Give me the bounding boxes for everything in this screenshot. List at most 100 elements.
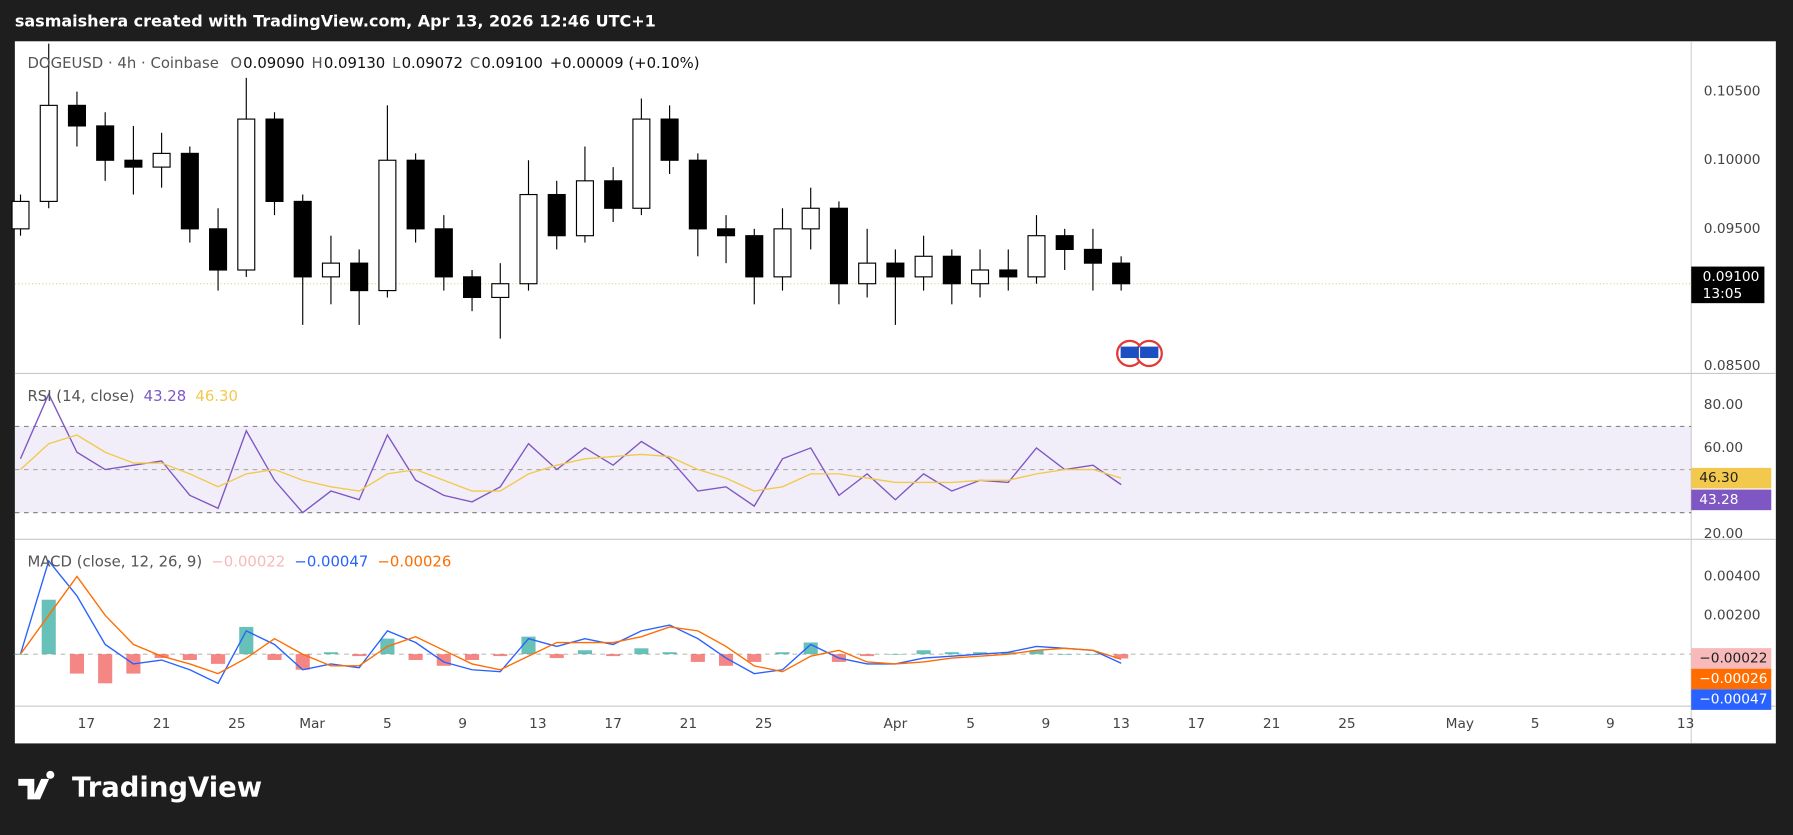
histogram-bar — [436, 654, 451, 666]
candle-body — [67, 104, 86, 127]
candle-body — [321, 262, 340, 278]
rsi-axis-label: 43.28 — [1699, 492, 1738, 508]
histogram-bar — [1057, 654, 1072, 655]
ohlc-key: L — [392, 54, 401, 72]
histogram-bar — [13, 654, 28, 655]
candle-body — [209, 228, 228, 271]
x-tick-label: 5 — [383, 716, 392, 732]
candle-body — [660, 118, 679, 161]
candle-body — [434, 228, 453, 278]
y-tick-label: 0.00400 — [1704, 568, 1761, 584]
candle-body — [378, 159, 397, 292]
flag — [1140, 346, 1159, 359]
histogram-bar — [549, 654, 564, 659]
x-tick-label: 21 — [680, 716, 697, 732]
countdown: 13:05 — [1703, 286, 1743, 302]
y-tick-label: 0.00200 — [1704, 607, 1761, 623]
candle-body — [999, 269, 1018, 278]
event-icons[interactable] — [1116, 339, 1163, 368]
histogram-bar — [577, 650, 592, 655]
x-tick-label: 21 — [1263, 716, 1280, 732]
histogram-bar — [323, 652, 339, 655]
y-tick-label: 80.00 — [1704, 397, 1743, 413]
x-tick-label: 25 — [228, 716, 245, 732]
histogram-bar — [465, 654, 480, 660]
candle-body — [1055, 235, 1074, 250]
y-tick-label: 20.00 — [1704, 526, 1743, 542]
x-tick-label: 13 — [1677, 716, 1694, 732]
ohlc-value: 0.09090 — [243, 54, 304, 72]
histogram-bar — [211, 654, 226, 664]
macd-axis-label: −0.00022 — [1699, 650, 1767, 666]
y-tick-label: 0.10500 — [1704, 84, 1761, 100]
candle-body — [773, 228, 792, 278]
x-tick-label: 5 — [1531, 716, 1540, 732]
histogram-bar — [1085, 654, 1100, 655]
histogram-bar — [352, 654, 367, 657]
candle-body — [491, 283, 510, 299]
candle-body — [858, 262, 877, 285]
histogram-bar — [267, 654, 282, 660]
rsi-band — [14, 426, 1692, 513]
rsi-line — [20, 434, 1122, 492]
x-tick-label: 13 — [1112, 716, 1129, 732]
ohlc-value: 0.09130 — [324, 54, 385, 72]
x-tick-label: Mar — [299, 716, 325, 732]
candle-body — [293, 200, 312, 278]
indicator-title: MACD (close, 12, 26, 9) — [27, 553, 202, 571]
histogram-bar — [98, 654, 113, 684]
x-tick-label: 25 — [755, 716, 772, 732]
candle-body — [632, 118, 651, 209]
y-tick-label: 0.08500 — [1704, 358, 1761, 374]
x-tick-label: 17 — [78, 716, 95, 732]
histogram-bar — [972, 652, 988, 655]
histogram-bar — [1029, 650, 1044, 655]
legend-value: −0.00047 — [294, 553, 368, 571]
histogram-bar — [521, 636, 536, 655]
macd-axis-label: −0.00026 — [1699, 671, 1767, 687]
candle-body — [11, 200, 30, 230]
indicator-title: RSI (14, close) — [27, 387, 134, 405]
histogram-bar — [888, 654, 903, 655]
macd-axis-label: −0.00047 — [1699, 692, 1767, 708]
histogram-bar — [41, 599, 56, 655]
histogram-bar — [69, 654, 85, 674]
macd-axis-label-bg — [1691, 648, 1772, 669]
histogram-bar — [718, 654, 734, 666]
candle-body — [1112, 262, 1131, 285]
histogram-bar — [1114, 654, 1129, 659]
change: +0.00009 (+0.10%) — [550, 54, 700, 72]
candle-body — [801, 207, 820, 230]
price-label: 0.09100 — [1703, 269, 1760, 285]
histogram-bar — [860, 654, 875, 657]
legend-value: 43.28 — [144, 387, 187, 405]
candle-body — [124, 159, 143, 168]
candle-body — [829, 207, 848, 285]
candle-body — [547, 193, 566, 237]
brand-logo — [18, 770, 55, 800]
x-tick-label: 13 — [529, 716, 546, 732]
histogram-bar — [803, 642, 818, 655]
candle-body — [717, 228, 736, 237]
legend-value: −0.00022 — [211, 553, 285, 571]
caption: sasmaishera created with TradingView.com… — [15, 11, 656, 30]
x-tick-label: 5 — [966, 716, 975, 732]
chart-area — [14, 41, 1776, 744]
x-tick-label: 17 — [1188, 716, 1205, 732]
y-tick-label: 0.09500 — [1704, 221, 1761, 237]
rsi-axis-label-bg — [1691, 489, 1772, 511]
rsi-axis-label-bg — [1691, 467, 1772, 489]
histogram-bar — [239, 626, 254, 655]
legend-value: −0.00026 — [377, 553, 451, 571]
histogram-bar — [634, 648, 649, 655]
y-tick-label: 0.10000 — [1704, 152, 1761, 168]
x-tick-label: 9 — [1606, 716, 1615, 732]
rsi-axis-label: 46.30 — [1699, 470, 1738, 486]
candle-body — [604, 180, 623, 209]
flag — [1120, 346, 1139, 359]
symbol: DOGEUSD · 4h · Coinbase — [27, 54, 218, 72]
candle-body — [575, 180, 594, 237]
macd-axis-label-bg — [1691, 668, 1772, 690]
